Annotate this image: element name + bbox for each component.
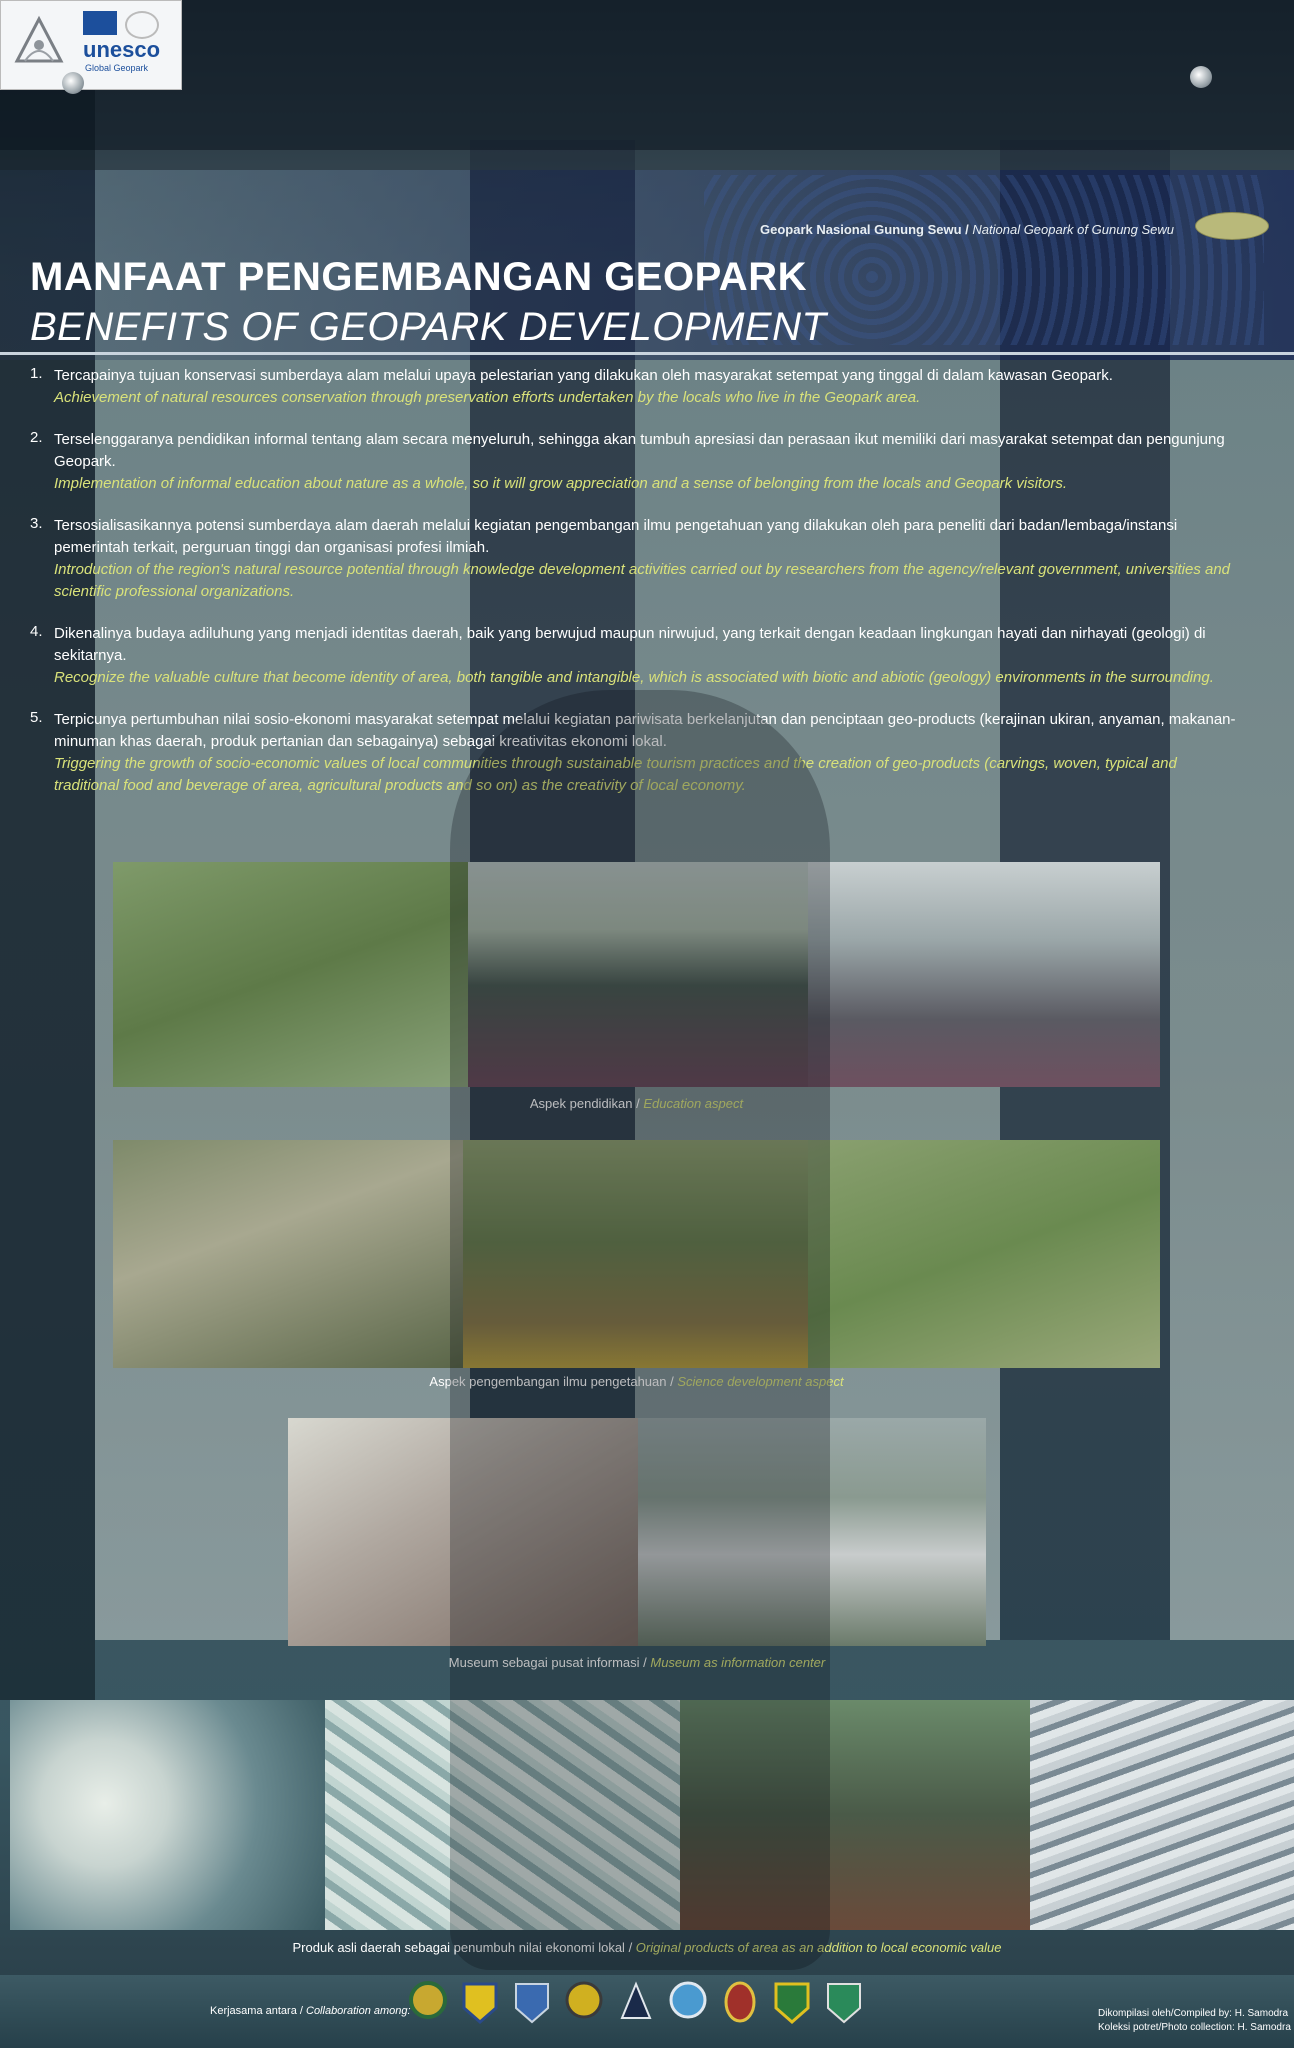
culture-emblem-icon — [720, 1980, 760, 2026]
title-divider — [0, 352, 1294, 355]
photo-products-statues — [10, 1700, 325, 1930]
caption-separator: / — [666, 1374, 678, 1389]
caption-separator: / — [624, 1940, 636, 1955]
subtitle-id: Geopark Nasional Gunung Sewu — [760, 222, 962, 237]
geopark-badge-icon — [1195, 212, 1269, 240]
item-text-id: Tercapainya tujuan konservasi sumberdaya… — [54, 367, 1113, 384]
photo-education-field — [113, 862, 468, 1087]
page-title-english: BENEFITS OF GEOPARK DEVELOPMENT — [30, 305, 827, 349]
logo-panel: unesco Global Geopark — [0, 0, 182, 90]
item-text-id: Terpicunya pertumbuhan nilai sosio-ekono… — [54, 711, 1236, 750]
item-number: 3. — [30, 515, 43, 532]
header-pattern — [704, 175, 1264, 345]
list-item: 2. Terselenggaranya pendidikan informal … — [30, 429, 1245, 495]
photo-science-fieldwork — [113, 1140, 463, 1368]
item-text-en: Triggering the growth of socio-economic … — [54, 755, 1177, 794]
caption-en: Museum as information center — [650, 1655, 826, 1670]
agency-emblem-icon — [512, 1980, 552, 2026]
government-emblem-icon — [408, 1980, 448, 2026]
unesco-wordmark: unesco — [83, 37, 161, 62]
photographer-reflection — [450, 690, 830, 1970]
province-east-java-emblem-icon — [824, 1980, 864, 2026]
item-text-en: Implementation of informal education abo… — [54, 475, 1068, 492]
benefits-list: 1. Tercapainya tujuan konservasi sumberd… — [30, 365, 1245, 817]
list-item: 3. Tersosialisasikannya potensi sumberda… — [30, 515, 1245, 603]
ministry-emblem-icon — [564, 1980, 604, 2026]
item-text-id: Dikenalinya budaya adiluhung yang menjad… — [54, 625, 1206, 664]
photo-science-survey — [463, 1140, 808, 1368]
item-text-en: Achievement of natural resources conserv… — [54, 389, 921, 406]
caption-products: Produk asli daerah sebagai penumbuh nila… — [10, 1940, 1284, 1955]
photo-collection: Koleksi potret/Photo collection: H. Samo… — [1098, 2022, 1291, 2033]
subtitle-separator: / — [961, 222, 973, 237]
item-number: 4. — [30, 623, 43, 640]
list-item: 4. Dikenalinya budaya adiluhung yang men… — [30, 623, 1245, 689]
province-central-java-emblem-icon — [772, 1980, 812, 2026]
compiled-by: Dikompilasi oleh/Compiled by: H. Samodra — [1098, 2008, 1289, 2019]
screw-icon — [62, 72, 84, 94]
item-text-en: Recognize the valuable culture that beco… — [54, 669, 1214, 686]
caption-id: Aspek pendidikan — [529, 1096, 633, 1111]
window-reflection — [1170, 170, 1294, 1640]
photo-museum-diorama — [288, 1418, 638, 1646]
unesco-temple-icon — [83, 11, 117, 35]
photo-education-class — [468, 862, 808, 1087]
ministry-education-emblem-icon — [668, 1980, 708, 2026]
photo-products-carving — [325, 1700, 680, 1930]
caption-separator: / — [639, 1655, 651, 1670]
item-text-en: Introduction of the region's natural res… — [54, 561, 1231, 600]
regency-emblem-icon — [460, 1980, 500, 2026]
caption-en: Science development aspect — [677, 1374, 844, 1389]
caption-en: Original products of area as an addition… — [635, 1940, 1002, 1955]
photo-science-slope — [808, 1140, 1160, 1368]
frame-reflection — [0, 0, 1294, 150]
photo-education-seminar — [808, 862, 1160, 1087]
photo-products-harvest — [680, 1700, 1030, 1930]
collaboration-label: Kerjasama antara / Collaboration among: — [210, 2005, 411, 2017]
item-number: 5. — [30, 709, 43, 726]
photo-products-fish — [1030, 1700, 1294, 1930]
caption-education: Aspek pendidikan / Education aspect — [113, 1096, 1160, 1111]
subtitle-en: National Geopark of Gunung Sewu — [972, 222, 1175, 237]
caption-museum: Museum sebagai pusat informasi / Museum … — [288, 1655, 986, 1670]
caption-id: Produk asli daerah sebagai penumbuh nila… — [292, 1940, 625, 1955]
page-title: MANFAAT PENGEMBANGAN GEOPARK — [30, 255, 807, 299]
caption-en: Education aspect — [643, 1096, 744, 1111]
caption-id: Aspek pengembangan ilmu pengetahuan — [429, 1374, 667, 1389]
caption-id: Museum sebagai pusat informasi — [448, 1655, 640, 1670]
item-number: 2. — [30, 429, 43, 446]
photo-museum-building — [638, 1418, 986, 1646]
geopark-logo-icon — [14, 15, 64, 63]
unesco-subtitle: Global Geopark — [85, 63, 149, 73]
caption-separator: / — [632, 1096, 644, 1111]
list-item: 5. Terpicunya pertumbuhan nilai sosio-ek… — [30, 709, 1245, 797]
item-number: 1. — [30, 365, 43, 382]
item-text-id: Terselenggaranya pendidikan informal ten… — [54, 431, 1225, 470]
screw-icon — [1190, 66, 1212, 88]
header-subtitle: Geopark Nasional Gunung Sewu / National … — [760, 222, 1174, 237]
list-item: 1. Tercapainya tujuan konservasi sumberd… — [30, 365, 1245, 409]
ministry-tourism-emblem-icon — [616, 1980, 656, 2026]
item-text-id: Tersosialisasikannya potensi sumberdaya … — [54, 517, 1178, 556]
header-band — [0, 170, 1294, 360]
caption-science: Aspek pengembangan ilmu pengetahuan / Sc… — [113, 1374, 1160, 1389]
collab-en: Collaboration among: — [306, 2005, 411, 2017]
collab-separator: / — [296, 2005, 306, 2017]
geopark-round-icon — [125, 11, 159, 39]
collab-id: Kerjasama antara — [210, 2005, 297, 2017]
